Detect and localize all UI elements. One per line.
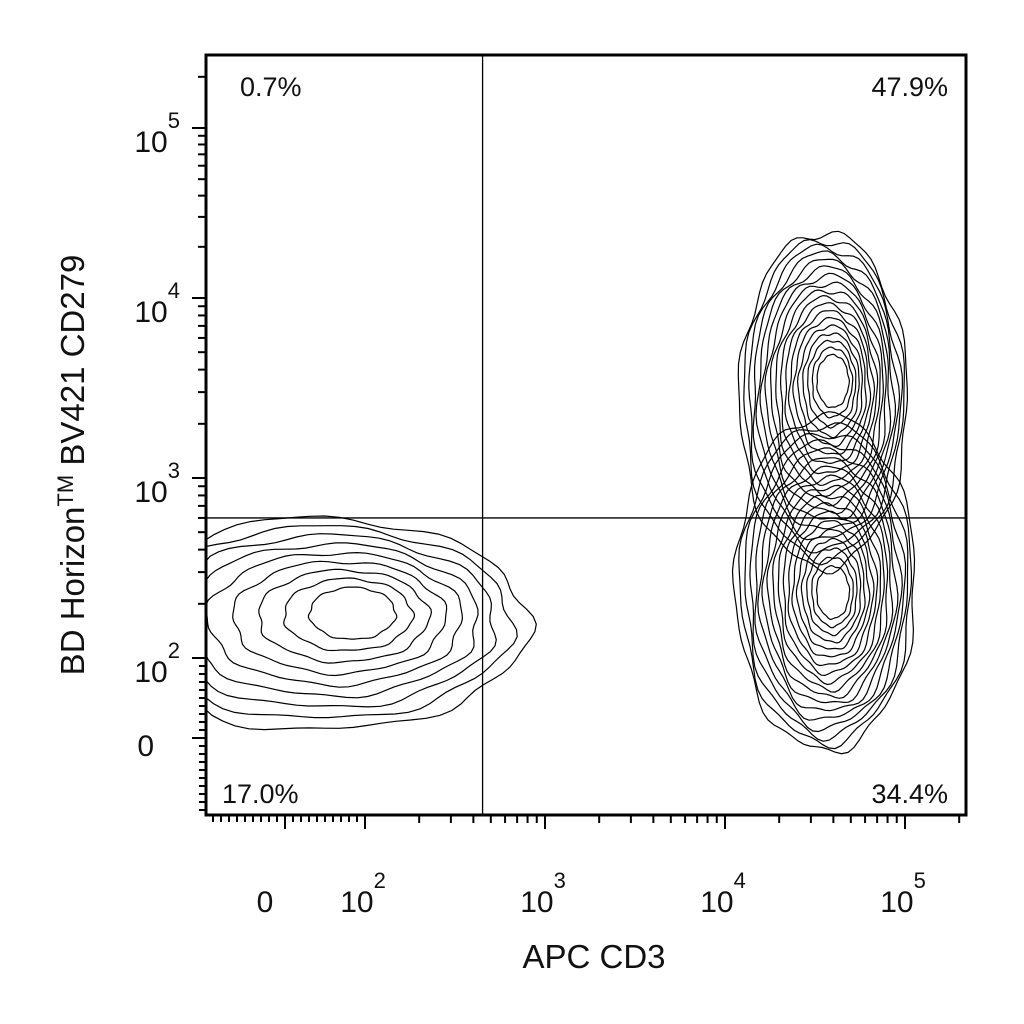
contour-level [743,238,905,566]
quadrant-label-upper-left: 0.7% [240,72,302,102]
contour-level [787,510,875,667]
contour-level [779,294,879,486]
y-tick-label: 103 [134,458,180,509]
x-tick-label: 103 [520,868,566,919]
contour-level [749,438,907,733]
contour-level [205,515,537,731]
population-contours [731,411,916,755]
tick-labels: 0 102 103 104 105 0 102 103 104 105 [134,108,925,919]
contour-level [731,411,916,755]
contour-level [775,289,881,498]
contour-level [795,528,866,650]
contour-level [791,520,871,658]
contour-level [777,494,882,686]
x-tick-label: 104 [700,868,746,919]
contour-level [815,564,851,621]
contour-level [283,577,416,652]
contour-level [806,547,858,637]
contour-lines [205,230,916,755]
contour-level [766,474,889,699]
contour-level [748,243,904,554]
y-axis-ticks [192,75,206,811]
contour-level [761,465,894,704]
contour-level [755,258,897,530]
contour-level [811,556,854,629]
x-axis-ticks [212,815,961,829]
contour-level [764,272,887,515]
contour-level [792,316,867,455]
contour-level [205,525,518,719]
contour-level [738,422,912,750]
contour-level [802,332,860,439]
x-tick-label: 105 [880,868,926,919]
y-tick-label: 105 [134,108,180,159]
contour-level [811,346,854,419]
x-axis-title: APC CD3 [522,938,665,975]
contour-level [757,457,899,712]
x-tick-label: 102 [340,868,386,919]
contour-level [232,560,448,677]
contour-level [782,501,879,677]
contour-level [800,537,862,644]
contour-level [752,250,901,541]
quadrant-gate [206,55,966,815]
y-tick-label: 104 [134,278,180,329]
contour-level [816,353,851,409]
contour-level [772,484,885,693]
contour-level [787,310,872,465]
y-axis-title: BD HorizonTM BV421 CD279 [53,255,91,676]
y-tick-label: 102 [134,638,180,689]
contour-level [754,447,903,721]
contour-level [205,551,464,688]
quadrant-label-lower-right: 34.4% [871,779,948,809]
x-tick-label: 0 [257,886,274,919]
contour-level [784,302,876,475]
quadrant-label-upper-right: 47.9% [871,72,948,102]
population-contours [205,515,537,731]
contour-level [769,281,884,507]
contour-level [744,432,909,742]
contour-level [258,568,433,664]
plot-frame [204,53,968,817]
contour-level [205,533,497,708]
contour-level [759,265,892,521]
contour-level [807,339,857,429]
quadrant-label-lower-left: 17.0% [222,779,299,809]
y-tick-label: 0 [137,730,154,763]
contour-level [307,586,398,640]
